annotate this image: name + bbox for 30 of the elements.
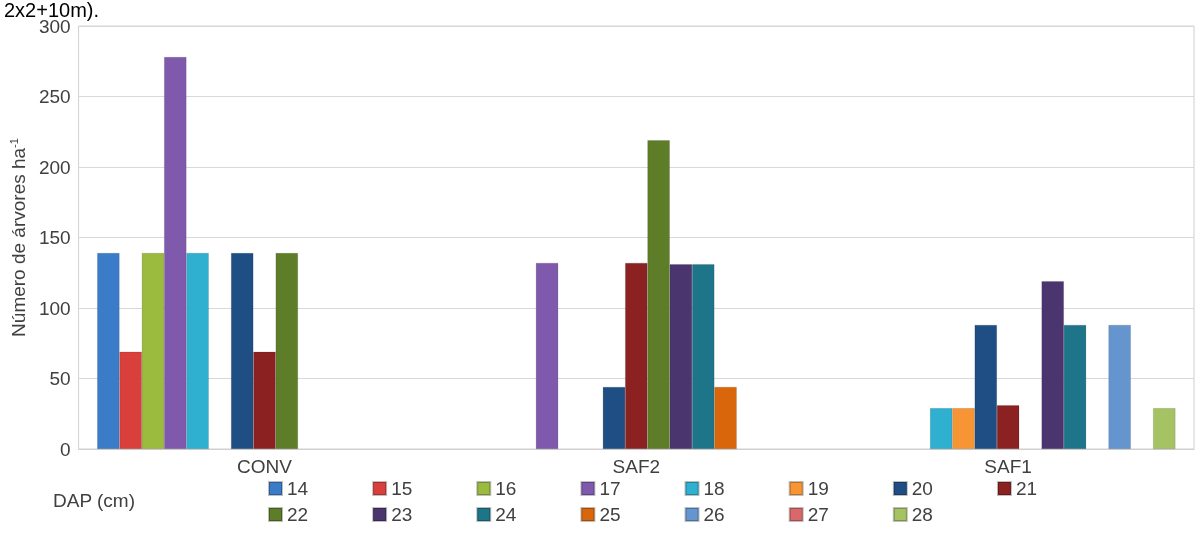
legend-label: 15: [391, 478, 413, 499]
legend-label: 19: [807, 478, 829, 499]
legend-label: 27: [807, 504, 829, 525]
y-tick-label: 100: [38, 297, 71, 319]
legend-label: 16: [495, 478, 517, 499]
legend-label: 17: [599, 478, 621, 499]
y-tick-label: 150: [38, 227, 71, 248]
legend-label: 22: [287, 504, 309, 525]
legend-label: 18: [703, 478, 725, 499]
bar: [535, 262, 559, 449]
y-tick-label: 0: [60, 438, 71, 460]
legend-title: DAP (cm): [53, 490, 135, 511]
legend-label: 20: [911, 478, 933, 499]
text: 2x2+10m).: [4, 0, 100, 21]
y-tick-label: 200: [38, 156, 71, 178]
y-axis-title: Número de árvores ha-1: [7, 138, 29, 337]
legend-label: 14: [287, 478, 309, 499]
y-tick-label: 250: [38, 86, 71, 107]
y-tick-label: 50: [49, 368, 71, 389]
legend-label: 28: [911, 504, 933, 525]
legend-label: 25: [599, 504, 621, 525]
x-tick-label: SAF2: [612, 456, 661, 477]
bar: [1108, 324, 1131, 449]
bar: [1153, 408, 1176, 449]
legend-label: 24: [495, 504, 517, 525]
x-tick-label: SAF1: [984, 456, 1032, 477]
legend-label: 21: [1015, 478, 1038, 499]
legend-label: 26: [703, 504, 725, 525]
legend-label: 23: [391, 504, 413, 525]
x-tick-label: CONV: [237, 456, 293, 477]
